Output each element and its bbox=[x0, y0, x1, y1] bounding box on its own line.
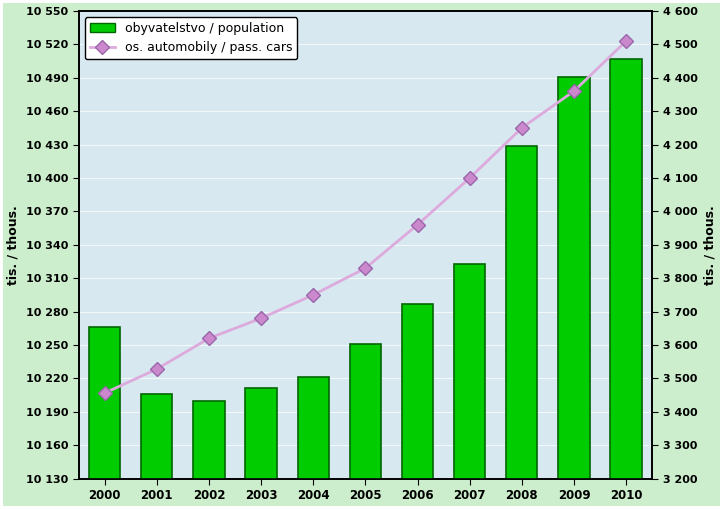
Bar bbox=[454, 264, 485, 509]
Bar bbox=[141, 394, 172, 509]
Bar bbox=[193, 401, 225, 509]
Bar bbox=[558, 77, 590, 509]
Bar bbox=[245, 388, 277, 509]
Bar bbox=[298, 377, 329, 509]
Bar bbox=[89, 327, 120, 509]
Y-axis label: tis. / thous.: tis. / thous. bbox=[7, 205, 20, 285]
Bar bbox=[402, 304, 433, 509]
Bar bbox=[610, 59, 642, 509]
Bar bbox=[506, 146, 537, 509]
Legend: obyvatelstvo / population, os. automobily / pass. cars: obyvatelstvo / population, os. automobil… bbox=[85, 17, 297, 60]
Y-axis label: tis. / thous.: tis. / thous. bbox=[703, 205, 716, 285]
Bar bbox=[350, 344, 381, 509]
